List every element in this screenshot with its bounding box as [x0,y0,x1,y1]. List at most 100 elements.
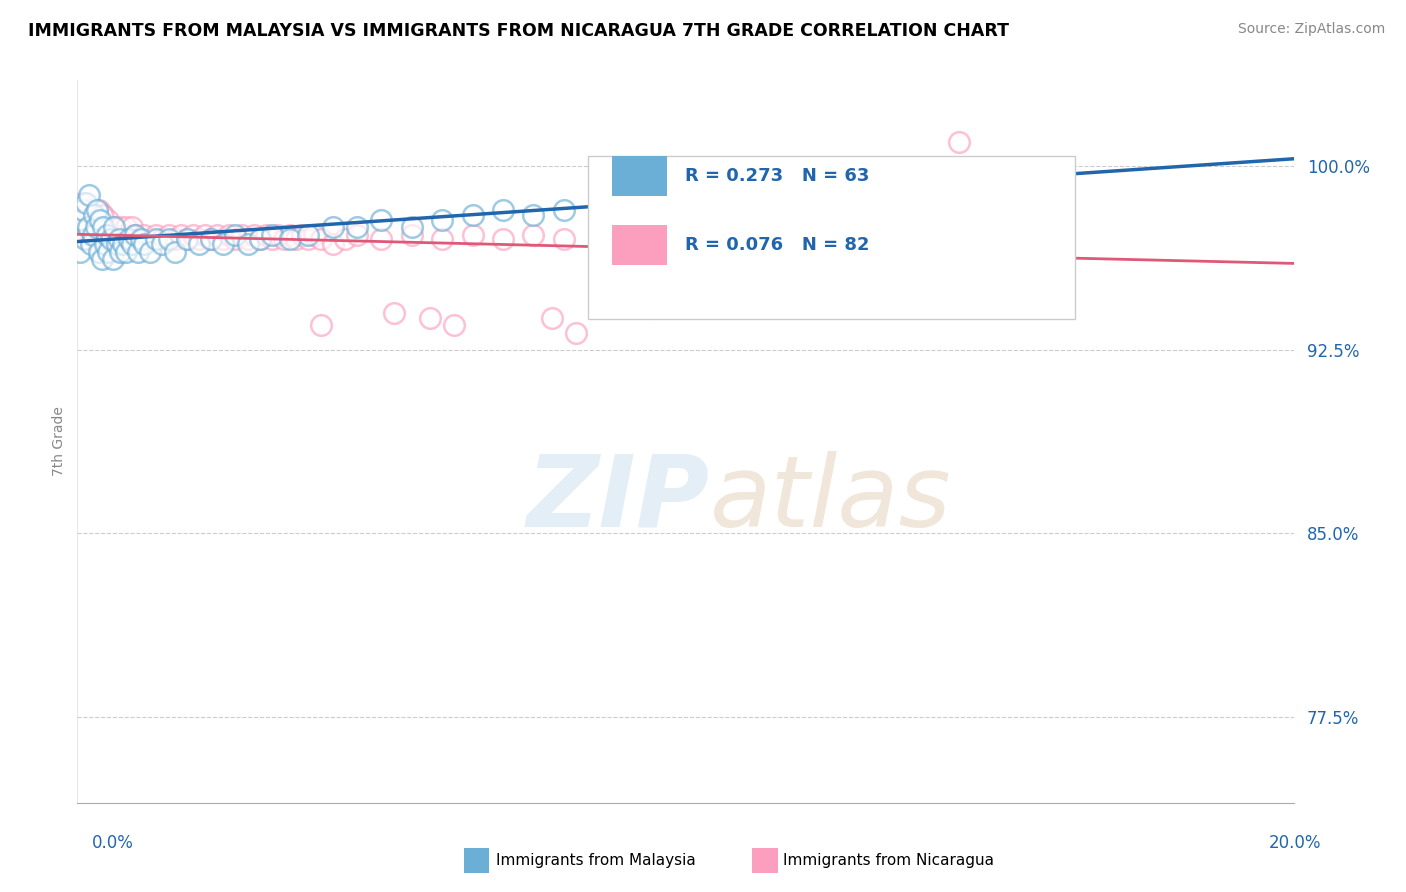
Point [401,227,423,242]
Point [73,232,96,246]
Point [735,220,758,235]
Text: Immigrants from Malaysia: Immigrants from Malaysia [496,854,696,868]
Point [90,232,112,246]
Point [83,227,105,242]
Point [278,227,301,242]
Point [157,227,180,242]
Point [224,227,246,242]
Point [260,232,283,246]
Y-axis label: 7th Grade: 7th Grade [52,407,66,476]
Point [163,232,186,246]
Point [77,220,100,235]
Point [118,232,141,246]
Point [89,213,111,227]
Point [291,227,314,242]
Point [212,237,235,252]
Point [430,213,453,227]
Point [304,227,326,242]
Point [70,195,93,210]
Point [613,195,636,210]
Point [79,203,101,218]
Point [644,301,666,315]
Point [856,171,879,186]
Point [249,232,271,246]
Point [118,232,141,246]
Point [97,213,120,227]
Point [461,208,484,222]
Point [108,220,131,235]
Point [115,244,138,259]
Point [522,208,544,222]
Point [93,220,115,235]
Point [918,220,941,235]
Point [224,232,246,246]
Point [96,227,118,242]
Point [105,237,128,252]
Point [278,232,301,246]
Point [121,220,143,235]
Point [948,135,970,149]
Point [267,227,290,242]
Point [145,227,167,242]
Point [297,232,319,246]
Point [108,244,131,259]
Point [90,208,112,222]
Point [188,237,211,252]
Text: atlas: atlas [710,450,952,548]
Point [948,164,970,178]
Point [111,237,134,252]
Point [111,227,134,242]
Text: Source: ZipAtlas.com: Source: ZipAtlas.com [1237,22,1385,37]
Point [70,213,93,227]
Point [77,220,100,235]
Point [443,318,465,333]
Point [84,220,107,235]
Point [249,232,271,246]
Point [309,318,332,333]
Point [87,244,110,259]
Point [82,227,104,242]
Point [93,237,115,252]
Point [370,232,392,246]
Bar [613,156,668,196]
FancyBboxPatch shape [588,156,1074,318]
Point [675,220,697,235]
Point [370,213,392,227]
Point [553,232,575,246]
Text: 20.0%: 20.0% [1270,834,1322,852]
Point [346,220,368,235]
Point [297,227,319,242]
Point [152,232,174,246]
Point [309,232,332,246]
Point [254,227,277,242]
Point [285,232,308,246]
Point [176,232,198,246]
Point [75,208,97,222]
Point [419,310,441,325]
Point [80,232,103,246]
Point [91,220,114,235]
Point [382,306,405,320]
Text: 0.0%: 0.0% [91,834,134,852]
Point [134,237,156,252]
Point [127,244,149,259]
Point [430,232,453,246]
Point [401,220,423,235]
Point [181,227,204,242]
Point [236,232,259,246]
Text: ZIP: ZIP [527,450,710,548]
Text: IMMIGRANTS FROM MALAYSIA VS IMMIGRANTS FROM NICARAGUA 7TH GRADE CORRELATION CHAR: IMMIGRANTS FROM MALAYSIA VS IMMIGRANTS F… [28,22,1010,40]
Point [82,208,104,222]
Point [170,227,193,242]
Point [194,227,217,242]
Point [212,232,235,246]
Point [346,227,368,242]
Point [96,227,118,242]
Point [100,232,122,246]
Point [157,232,180,246]
Point [675,188,697,202]
Text: R = 0.076   N = 82: R = 0.076 N = 82 [686,236,870,254]
Point [73,227,96,242]
Point [124,227,146,242]
Point [89,220,111,235]
